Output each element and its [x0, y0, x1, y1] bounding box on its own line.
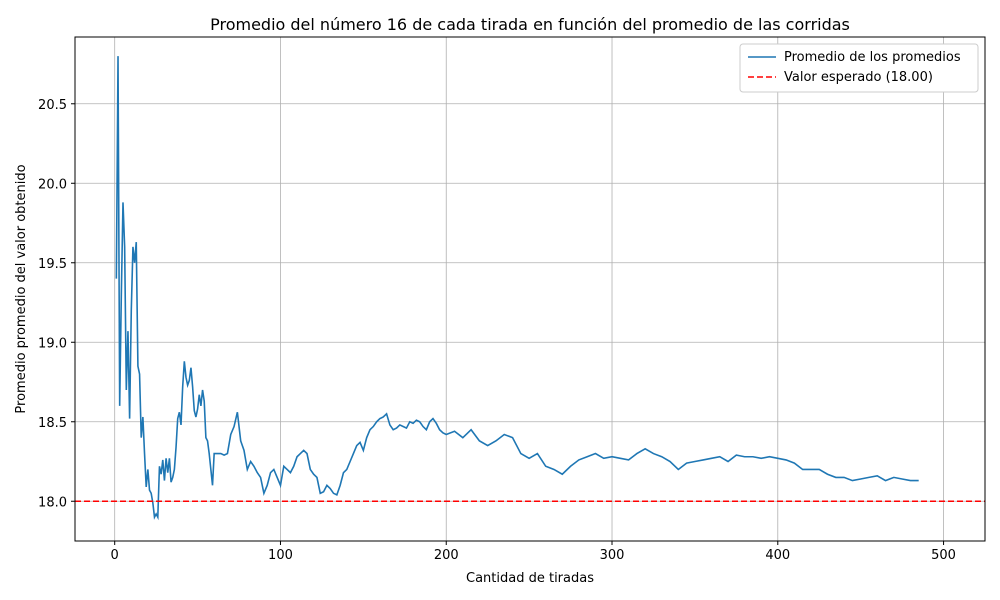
x-axis-label: Cantidad de tiradas [466, 571, 594, 586]
x-axis-ticks: 0 100 200 300 400 500 [111, 541, 956, 563]
y-tick-label: 20.0 [38, 177, 67, 192]
series-line-promedio-de-los-promedios [115, 56, 919, 521]
y-tick-label: 19.5 [38, 257, 67, 272]
y-axis-label: Promedio promedio del valor obtenido [14, 164, 29, 413]
y-tick-label: 18.0 [38, 495, 67, 510]
y-tick-label: 19.0 [38, 336, 67, 351]
x-tick-label: 500 [931, 548, 956, 563]
y-axis-ticks: 18.0 18.5 19.0 19.5 20.0 20.5 [38, 98, 75, 510]
x-tick-label: 200 [434, 548, 459, 563]
x-tick-label: 300 [600, 548, 625, 563]
legend-label-promedio: Promedio de los promedios [784, 50, 961, 65]
legend: Promedio de los promedios Valor esperado… [739, 43, 979, 93]
x-tick-label: 100 [268, 548, 293, 563]
chart-title: Promedio del número 16 de cada tirada en… [210, 15, 850, 34]
plot-frame [74, 36, 986, 542]
legend-label-valor-esperado: Valor esperado (18.00) [784, 70, 933, 85]
y-tick-label: 20.5 [38, 98, 67, 113]
x-tick-label: 0 [111, 548, 119, 563]
x-tick-label: 400 [765, 548, 790, 563]
legend-box [739, 43, 979, 93]
y-tick-label: 18.5 [38, 416, 67, 431]
